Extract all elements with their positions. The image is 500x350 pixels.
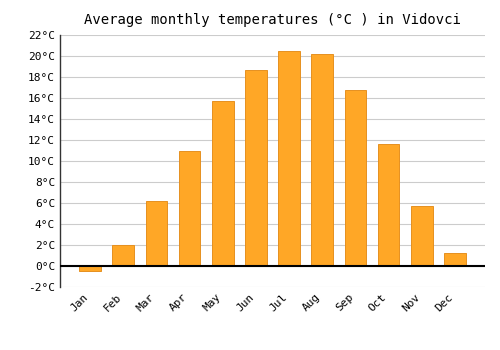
Title: Average monthly temperatures (°C ) in Vidovci: Average monthly temperatures (°C ) in Vi… xyxy=(84,13,461,27)
Bar xyxy=(146,201,167,266)
Bar xyxy=(80,266,101,271)
Bar xyxy=(245,70,266,266)
Bar xyxy=(411,206,432,266)
Bar xyxy=(179,150,201,266)
Bar xyxy=(378,144,400,266)
Bar xyxy=(344,90,366,266)
Bar xyxy=(278,51,300,266)
Bar xyxy=(212,101,234,266)
Bar xyxy=(444,253,466,266)
Bar xyxy=(112,245,134,266)
Bar xyxy=(312,54,333,266)
